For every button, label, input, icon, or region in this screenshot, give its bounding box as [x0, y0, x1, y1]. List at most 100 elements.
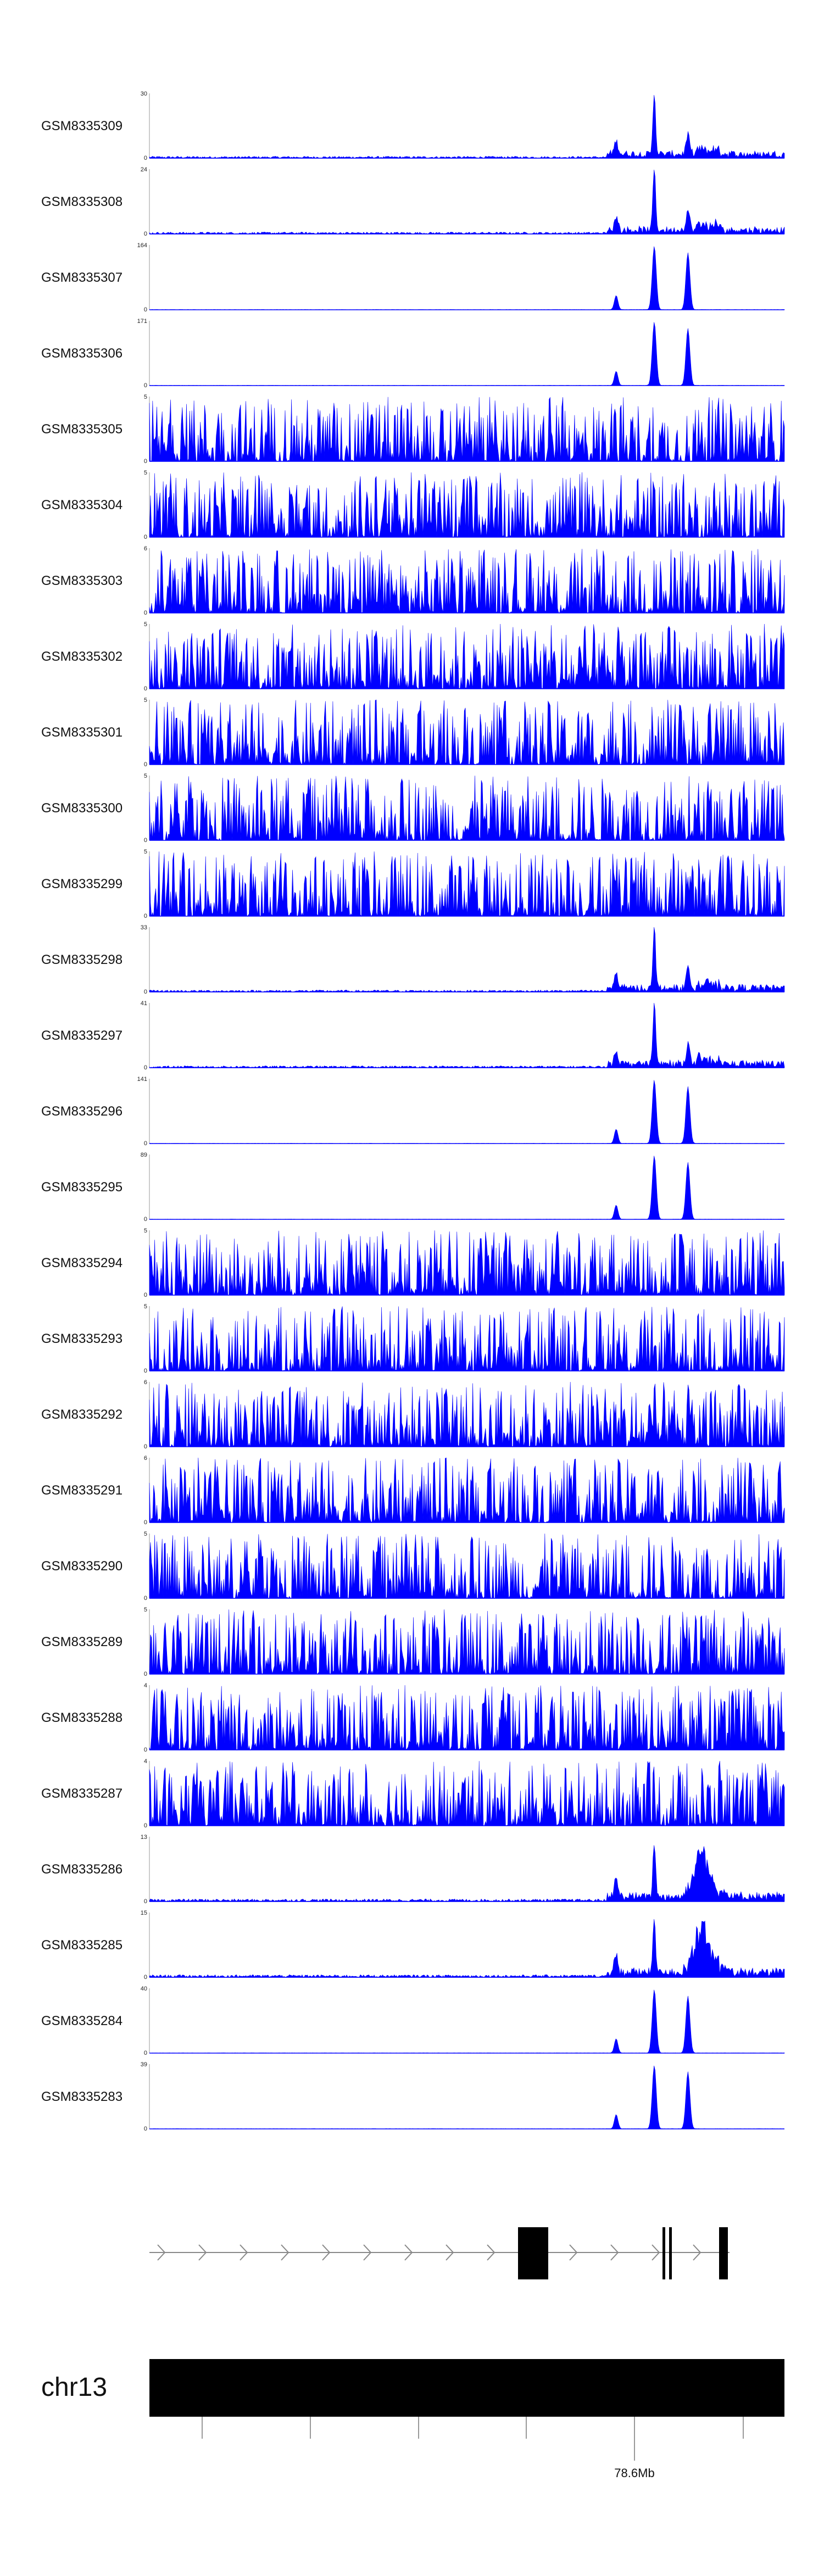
track: GSM8335283 39 0 — [41, 2061, 785, 2132]
track: GSM8335284 40 0 — [41, 1986, 785, 2056]
track: GSM8335286 13 0 — [41, 1834, 785, 1905]
track: GSM8335291 6 0 — [41, 1455, 785, 1526]
track-label: GSM8335292 — [41, 1407, 123, 1422]
strand-arrow — [157, 2244, 166, 2261]
track: GSM8335292 6 0 — [41, 1379, 785, 1450]
y-tick-label: 5 — [144, 394, 147, 400]
y-tick-label: 5 — [144, 470, 147, 476]
y-tick-label: 0 — [144, 1671, 147, 1677]
track: GSM8335308 24 0 — [41, 166, 785, 237]
y-tick-label: 0 — [144, 761, 147, 768]
y-tick-label: 0 — [144, 1898, 147, 1905]
y-tick-label: 40 — [141, 1986, 147, 1992]
track-signal — [149, 1230, 785, 1296]
track-signal — [149, 927, 785, 993]
track-signal — [149, 1534, 785, 1599]
track: GSM8335288 4 0 — [41, 1682, 785, 1753]
y-tick-label: 5 — [144, 1228, 147, 1234]
track: GSM8335290 5 0 — [41, 1531, 785, 1602]
chromosome-ticks — [202, 2417, 744, 2461]
strand-arrows — [157, 2244, 701, 2261]
track-signal — [149, 1919, 785, 1978]
track-label: GSM8335294 — [41, 1256, 123, 1270]
y-tick-label: 5 — [144, 773, 147, 779]
y-tick-label: 0 — [144, 1519, 147, 1526]
track-label: GSM8335283 — [41, 2089, 123, 2104]
strand-arrow — [404, 2244, 413, 2261]
track-label: GSM8335284 — [41, 2014, 123, 2028]
track-signal — [149, 1845, 785, 1902]
y-tick-label: 30 — [141, 91, 147, 97]
track-signal — [149, 1761, 785, 1827]
y-tick-label: 0 — [144, 685, 147, 692]
y-tick-label: 5 — [144, 1531, 147, 1537]
coordinate-label: 78.6Mb — [614, 2466, 654, 2480]
track-signal — [149, 322, 785, 386]
y-tick-label: 41 — [141, 1000, 147, 1007]
y-tick-label: 13 — [141, 1834, 147, 1841]
track-signal — [149, 851, 785, 917]
y-tick-label: 5 — [144, 697, 147, 704]
track-label: GSM8335299 — [41, 877, 123, 891]
track-label: GSM8335307 — [41, 270, 123, 285]
track-label: GSM8335306 — [41, 346, 123, 361]
track: GSM8335287 4 0 — [41, 1758, 785, 1829]
strand-arrow — [240, 2244, 248, 2261]
track-label: GSM8335309 — [41, 119, 123, 133]
y-tick-label: 0 — [144, 306, 147, 313]
strand-arrow — [198, 2244, 207, 2261]
track: GSM8335304 5 0 — [41, 470, 785, 540]
y-tick-label: 0 — [144, 534, 147, 540]
y-tick-label: 0 — [144, 1747, 147, 1753]
strand-arrow — [281, 2244, 289, 2261]
track-label: GSM8335290 — [41, 1559, 123, 1574]
track: GSM8335289 5 0 — [41, 1607, 785, 1677]
track: GSM8335299 5 0 — [41, 849, 785, 919]
track-signal — [149, 549, 785, 614]
track-signal — [149, 623, 785, 689]
track-label: GSM8335285 — [41, 1938, 123, 1953]
y-tick-label: 0 — [144, 155, 147, 161]
y-tick-label: 4 — [144, 1682, 147, 1689]
y-tick-label: 6 — [144, 1379, 147, 1386]
track: GSM8335302 5 0 — [41, 621, 785, 692]
y-tick-label: 6 — [144, 545, 147, 552]
track: GSM8335301 5 0 — [41, 697, 785, 768]
strand-arrow — [693, 2244, 701, 2261]
track-label: GSM8335304 — [41, 498, 123, 512]
track-signal — [149, 472, 785, 538]
gene-exon — [719, 2227, 728, 2279]
y-tick-label: 89 — [141, 1152, 147, 1158]
y-tick-label: 0 — [144, 1443, 147, 1450]
chromosome-label: chr13 — [41, 2373, 107, 2402]
track-signal — [149, 1685, 785, 1750]
track-signal — [149, 1306, 785, 1372]
track-label: GSM8335291 — [41, 1483, 123, 1498]
track-label: GSM8335296 — [41, 1104, 123, 1119]
track-signal — [149, 1156, 785, 1220]
track: GSM8335303 6 0 — [41, 545, 785, 616]
y-tick-label: 0 — [144, 2126, 147, 2132]
y-tick-label: 141 — [137, 1076, 147, 1083]
track: GSM8335298 33 0 — [41, 924, 785, 995]
strand-arrow — [446, 2244, 454, 2261]
y-tick-label: 164 — [137, 242, 147, 249]
track: GSM8335295 89 0 — [41, 1152, 785, 1223]
track-signal — [149, 1457, 785, 1524]
chromosome-ideogram: chr13 78.6Mb — [41, 2359, 784, 2480]
track-label: GSM8335308 — [41, 194, 123, 209]
y-tick-label: 0 — [144, 2050, 147, 2056]
strand-arrow — [610, 2244, 619, 2261]
track-signal — [149, 1080, 785, 1144]
y-tick-label: 0 — [144, 837, 147, 844]
y-tick-label: 4 — [144, 1758, 147, 1765]
y-tick-label: 5 — [144, 1303, 147, 1310]
y-tick-label: 0 — [144, 1064, 147, 1071]
track: GSM8335309 30 0 — [41, 91, 785, 161]
track: GSM8335294 5 0 — [41, 1228, 785, 1298]
y-tick-label: 0 — [144, 382, 147, 389]
track-label: GSM8335303 — [41, 573, 123, 588]
y-tick-label: 0 — [144, 989, 147, 995]
track-signal — [149, 94, 785, 159]
